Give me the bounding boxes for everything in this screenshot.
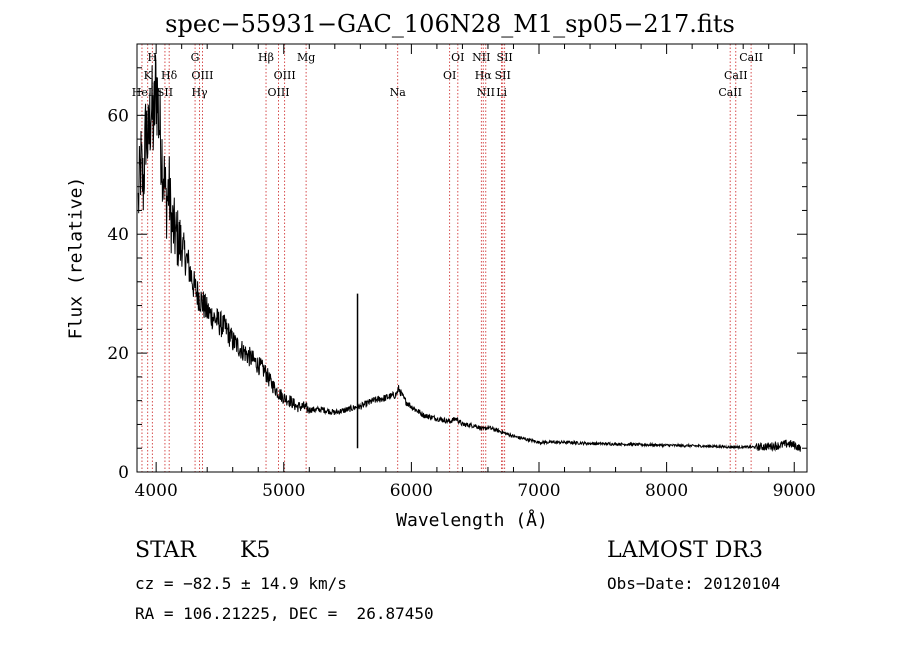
marker-label-23: CaII xyxy=(718,86,742,99)
marker-label-0: H xyxy=(148,51,158,64)
marker-label-15: NII xyxy=(472,51,490,64)
marker-label-3: HeI xyxy=(132,86,152,99)
marker-label-9: OIII xyxy=(274,69,296,82)
x-axis-label: Wavelength (Å) xyxy=(396,510,548,531)
marker-label-10: OIII xyxy=(267,86,289,99)
x-tick-label-2: 6000 xyxy=(390,481,433,501)
x-tick-label-1: 5000 xyxy=(262,481,305,501)
redshift-text: cz = −82.5 ± 14.9 km/s xyxy=(135,574,347,593)
marker-label-4: SII xyxy=(157,86,173,99)
marker-label-14: OI xyxy=(443,69,456,82)
marker-label-22: CaII xyxy=(724,69,748,82)
marker-label-18: SII xyxy=(495,69,511,82)
y-tick-label-1: 20 xyxy=(107,344,129,364)
marker-label-1: K xyxy=(144,69,153,82)
y-tick-label-3: 60 xyxy=(107,106,129,126)
marker-label-7: Hγ xyxy=(191,86,208,99)
subclass-label: K5 xyxy=(240,538,271,563)
series-line-0 xyxy=(137,54,802,452)
y-axis-label: Flux (relative) xyxy=(65,176,87,340)
series-layer xyxy=(137,54,802,452)
axis-ticks: 4000 5000 6000 7000 8000 9000 0 20 40 60 xyxy=(107,44,816,501)
y-tick-label-0: 0 xyxy=(118,463,129,483)
marker-label-17: Hα xyxy=(475,69,493,82)
marker-label-12: Na xyxy=(390,86,407,99)
y-tick-label-2: 40 xyxy=(107,225,129,245)
marker-label-16: SII xyxy=(497,51,513,64)
marker-label-20: Li xyxy=(496,86,507,99)
marker-label-19: NII xyxy=(477,86,495,99)
x-tick-label-4: 8000 xyxy=(645,481,688,501)
survey-label: LAMOST DR3 xyxy=(607,538,763,563)
obs-date-text: Obs−Date: 20120104 xyxy=(607,574,781,593)
marker-label-11: Mg xyxy=(297,51,315,64)
x-tick-label-0: 4000 xyxy=(135,481,178,501)
class-label: STAR xyxy=(135,538,196,563)
marker-label-6: OIII xyxy=(191,69,213,82)
radec-text: RA = 106.21225, DEC = 26.87450 xyxy=(135,604,434,623)
plot-frame xyxy=(136,43,808,473)
marker-label-13: OI xyxy=(451,51,464,64)
marker-label-2: Hδ xyxy=(161,69,178,82)
x-tick-label-5: 9000 xyxy=(773,481,816,501)
marker-label-21: CaII xyxy=(739,51,763,64)
chart-title: spec−55931−GAC_106N28_M1_sp05−217.fits xyxy=(165,10,735,38)
line-markers xyxy=(141,44,752,472)
marker-label-5: G xyxy=(191,51,200,64)
x-tick-label-3: 7000 xyxy=(517,481,560,501)
marker-label-8: Hβ xyxy=(258,51,274,64)
